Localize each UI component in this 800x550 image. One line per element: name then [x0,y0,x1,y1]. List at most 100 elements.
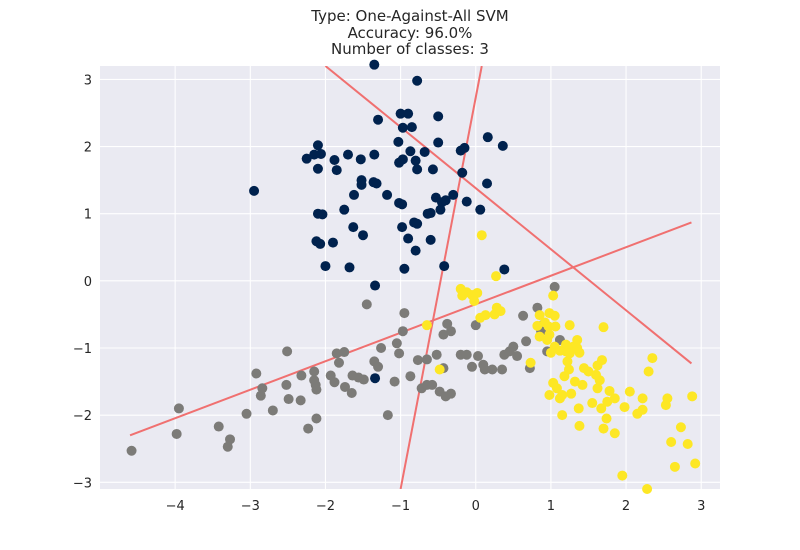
x-tick-label: 0 [472,499,480,514]
class-0-point [382,189,393,200]
x-tick-label: −3 [241,499,260,514]
class-0-point [397,222,408,233]
class-1-point [311,384,322,395]
class-2-point [559,371,570,382]
class-1-point [431,349,442,360]
class-1-point [346,387,357,398]
x-tick-label: 1 [547,499,555,514]
class-0-point [369,149,380,160]
class-0-point [373,114,384,125]
class-0-point [412,164,423,175]
x-tick-label: −1 [391,499,410,514]
class-0-point [369,59,380,70]
class-0-point [497,140,508,151]
class-1-point [296,370,307,381]
class-0-point [403,108,414,119]
class-0-point [422,208,433,219]
data-points [126,59,701,494]
class-2-point [564,320,575,331]
class-2-point [583,366,594,377]
class-2-point [637,393,648,404]
class-0-point [356,179,367,190]
class-2-point [619,402,630,413]
class-1-point [508,341,519,352]
class-1-point [549,281,560,292]
class-0-point [394,157,405,168]
class-2-point [602,396,613,407]
decision-boundary-line [129,221,692,437]
class-2-point [574,420,585,431]
class-2-point [562,356,573,367]
x-tick-label: 3 [697,499,705,514]
class-1-point [487,364,498,375]
class-2-point [577,379,588,390]
class-0-point [301,153,312,164]
class-2-point [682,439,693,450]
class-2-point [421,320,432,331]
class-0-point [355,154,366,165]
class-0-point [315,238,326,249]
class-2-point [548,290,559,301]
class-1-point [213,421,224,432]
x-tick-label: 2 [622,499,630,514]
class-2-point [572,343,583,353]
class-2-point [495,306,506,317]
class-2-point [647,353,658,364]
class-2-point [573,403,584,414]
class-0-point [312,163,323,174]
class-0-point [339,204,350,215]
class-2-point [592,383,603,394]
class-0-point [371,178,382,189]
y-tick-label: 0 [84,275,92,290]
class-0-point [395,108,406,119]
plot-area [100,66,720,489]
class-1-point [282,346,293,357]
class-2-point [564,348,575,359]
class-1-point [473,351,484,362]
class-0-point [427,164,438,175]
class-0-point [370,280,381,291]
class-2-point [569,376,580,387]
class-1-point [512,351,523,362]
class-0-point [439,261,450,272]
y-tick-label: 3 [84,73,92,88]
class-2-point [550,321,561,332]
class-0-point [343,149,353,160]
class-0-point [412,75,423,86]
x-tick-label: −4 [166,499,185,514]
class-2-point [604,385,615,396]
class-1-point [358,374,369,385]
y-tick-label: −1 [73,342,92,357]
class-2-point [642,484,653,494]
class-0-point [348,222,359,233]
class-2-point [544,390,555,400]
class-2-point [617,470,628,481]
class-0-point [433,137,444,148]
class-1-point [173,403,184,414]
class-0-point [410,245,421,256]
class-2-point [549,310,560,321]
class-2-point [472,287,483,298]
class-2-point [609,393,620,404]
class-2-point [572,334,583,345]
class-0-point [397,122,408,133]
class-2-point [480,310,491,321]
class-2-point [609,428,620,439]
class-1-point [394,348,405,359]
class-1-point [373,361,384,372]
class-0-point [457,167,468,178]
class-1-point [255,390,266,401]
class-1-point [442,318,453,329]
title-line-type: Type: One-Against-All SVM [311,7,509,25]
class-1-point [405,371,416,382]
class-1-point [497,364,508,375]
class-0-point [358,230,369,241]
class-1-point [461,349,472,360]
class-2-point [637,404,648,415]
class-1-point [267,405,278,416]
class-0-point [409,217,420,228]
class-2-point [534,331,545,342]
class-1-point [479,364,490,375]
class-0-point [448,189,459,200]
